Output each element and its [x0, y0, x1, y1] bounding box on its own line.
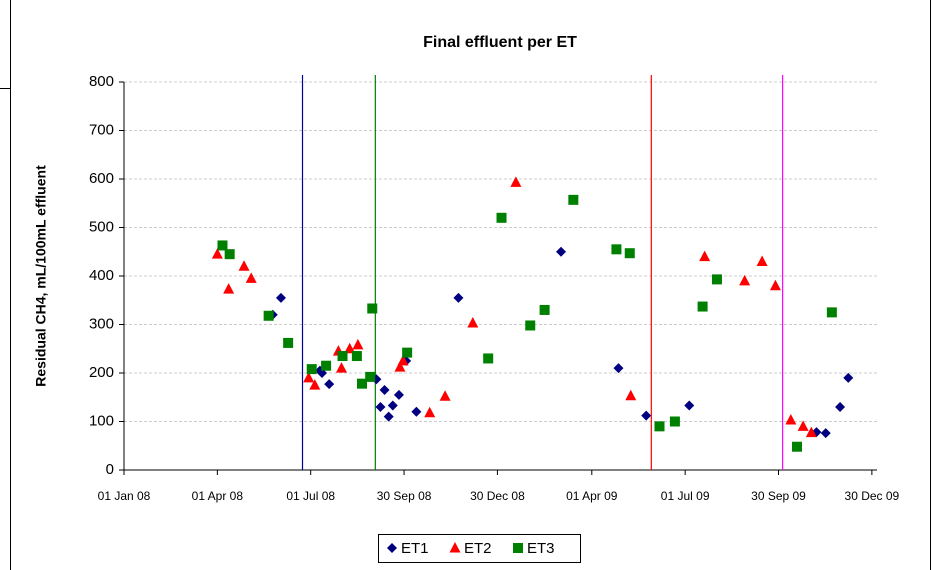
point [394, 361, 406, 372]
x-tick-label: 30 Sep 09 [751, 489, 806, 503]
point [424, 406, 436, 418]
point [510, 176, 522, 187]
point [393, 389, 404, 400]
legend-label: ET3 [527, 540, 555, 557]
y-tick-label: 600 [89, 170, 114, 187]
point [245, 272, 257, 283]
point [439, 390, 451, 401]
point [791, 441, 802, 452]
point [275, 292, 286, 303]
point [379, 384, 390, 395]
point [805, 426, 817, 438]
point [496, 212, 507, 223]
point [525, 320, 536, 331]
chart-title: Final effluent per ET [423, 34, 577, 51]
point [539, 304, 550, 315]
point [684, 400, 695, 411]
point [843, 372, 854, 383]
x-tick-label: 30 Sep 08 [377, 489, 432, 503]
point [397, 354, 409, 366]
point [402, 347, 413, 358]
point [223, 283, 235, 294]
point [383, 411, 394, 422]
x-tick-label: 30 Dec 09 [845, 489, 900, 503]
legend-box [378, 534, 581, 563]
point [669, 416, 680, 427]
point [625, 389, 637, 401]
y-tick-label: 0 [106, 461, 114, 478]
point [613, 363, 624, 374]
chart-border [10, 0, 931, 570]
point [283, 337, 294, 348]
point [263, 310, 274, 321]
point [711, 274, 722, 285]
point [321, 360, 332, 371]
y-tick-label: 700 [89, 121, 114, 138]
x-tick-label: 01 Jul 08 [286, 489, 335, 503]
legend-marker [449, 542, 461, 553]
point [699, 250, 711, 262]
point [303, 371, 315, 383]
point [556, 246, 567, 257]
x-tick-label: 01 Apr 09 [566, 489, 618, 503]
point [309, 379, 321, 390]
x-tick-label: 30 Dec 08 [470, 489, 525, 503]
point [483, 353, 494, 364]
point [238, 260, 250, 271]
y-tick-label: 100 [89, 412, 114, 429]
point [211, 248, 223, 259]
point [365, 371, 376, 382]
point [306, 364, 317, 375]
point [785, 414, 797, 425]
point [769, 279, 781, 291]
y-tick-label: 400 [89, 267, 114, 284]
y-tick-label: 500 [89, 218, 114, 235]
point [641, 410, 652, 421]
point [697, 301, 708, 312]
x-tick-label: 01 Apr 08 [192, 489, 244, 503]
point [654, 421, 665, 432]
point [217, 240, 228, 251]
point [835, 401, 846, 412]
point [826, 307, 837, 318]
point [467, 317, 479, 328]
point [568, 194, 579, 205]
point [375, 401, 386, 412]
point [367, 303, 378, 314]
legend-marker [513, 543, 523, 553]
point [224, 249, 235, 260]
point [611, 244, 622, 255]
point [324, 379, 335, 390]
point [344, 342, 356, 354]
point [624, 248, 635, 259]
legend-label: ET2 [464, 540, 492, 557]
point [335, 362, 347, 373]
y-tick-label: 800 [89, 73, 114, 90]
point [337, 351, 348, 362]
point [797, 420, 809, 431]
point [756, 255, 768, 266]
x-tick-label: 01 Jan 08 [98, 489, 151, 503]
point [453, 292, 464, 303]
x-tick-label: 01 Jul 09 [661, 489, 710, 503]
legend-label: ET1 [401, 540, 429, 557]
point [820, 428, 831, 439]
point [411, 406, 422, 417]
point [387, 400, 398, 411]
point [352, 338, 364, 350]
y-tick-label: 200 [89, 364, 114, 381]
y-axis-label: Residual CH4, mL/100mL effluent [33, 165, 49, 387]
legend-marker [387, 543, 397, 553]
y-tick-label: 300 [89, 315, 114, 332]
point [351, 351, 362, 362]
point [739, 274, 751, 286]
point [357, 378, 368, 389]
